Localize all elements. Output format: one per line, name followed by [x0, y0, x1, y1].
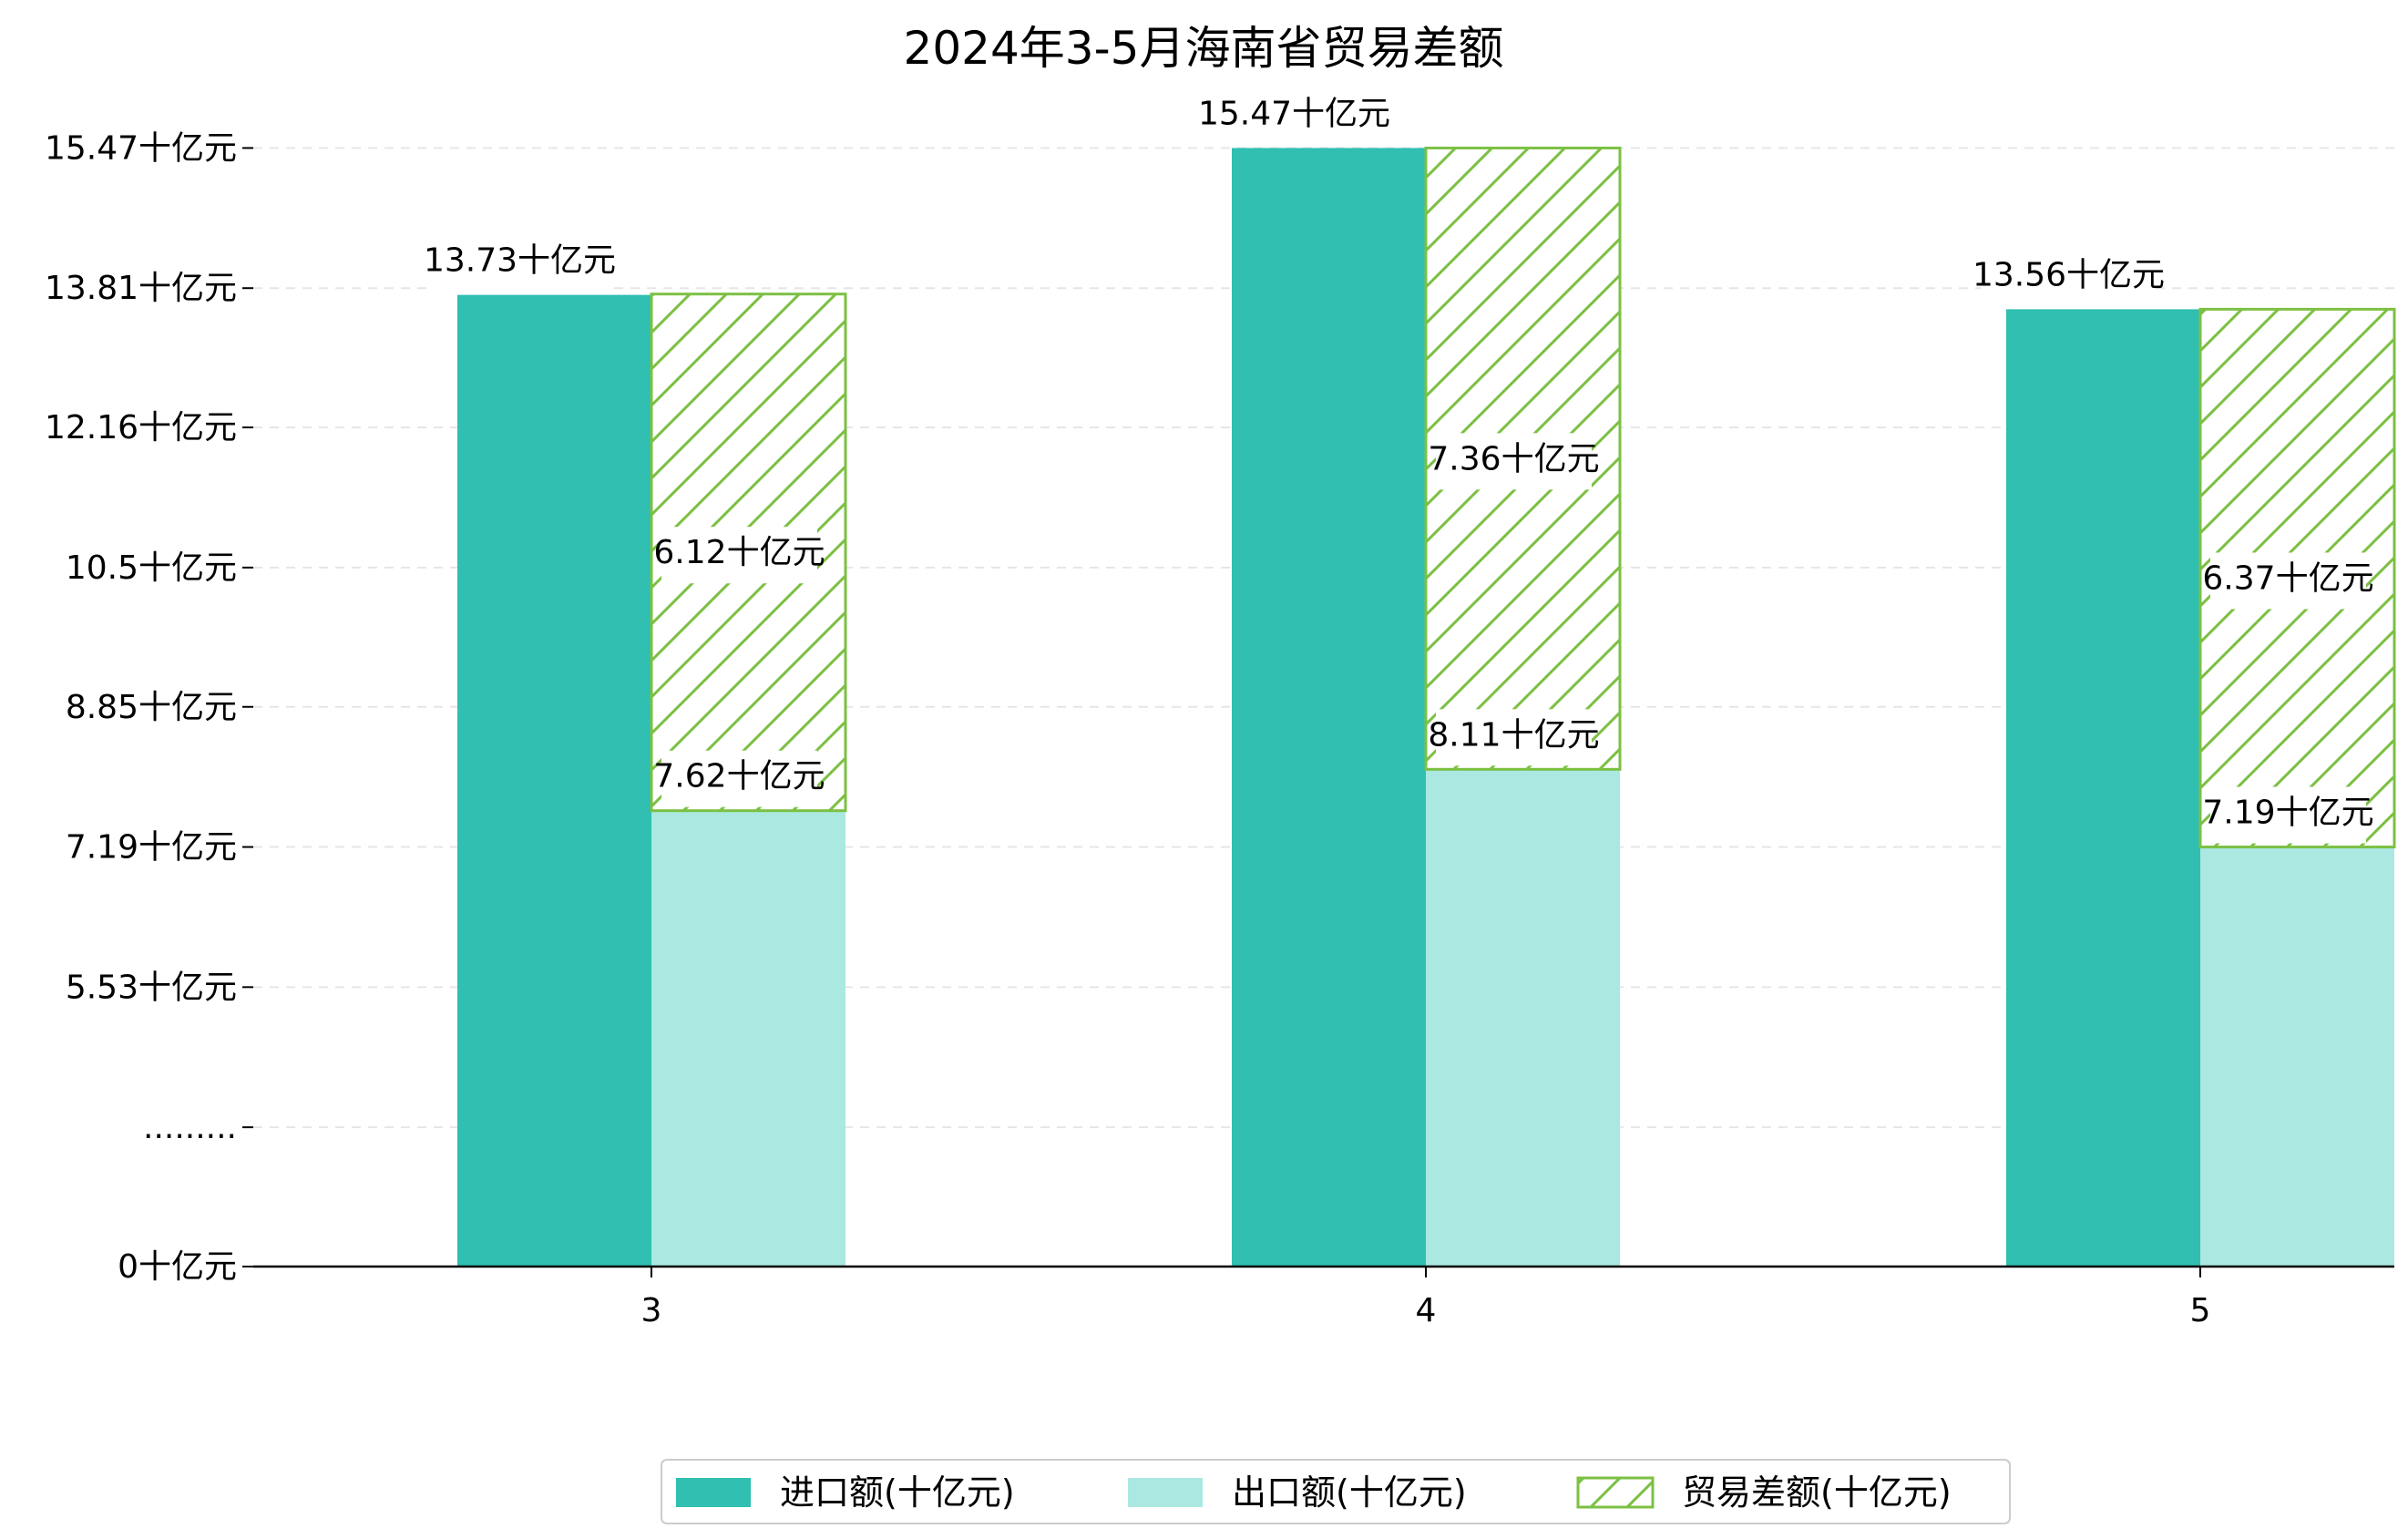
- y-tick-label: 12.16十亿元: [45, 409, 237, 446]
- balance-label: 7.36十亿元: [1428, 433, 1600, 490]
- export-bar: [2200, 846, 2394, 1267]
- data-labels: 13.73十亿元 7.62十亿元 6.12十亿元 15.47十亿元 8.11十亿元 7.3…: [424, 87, 2374, 844]
- balance-label-bg: [2210, 552, 2366, 610]
- import-bar: [457, 294, 651, 1267]
- legend-item: 进口额(十亿元): [676, 1472, 1015, 1513]
- export-label-bg: [661, 750, 817, 807]
- export-label-text: 7.62十亿元: [653, 758, 825, 795]
- x-tick-label: 5: [2190, 1292, 2211, 1329]
- balance-label-bg: [661, 527, 817, 584]
- x-tick-label: 4: [1416, 1292, 1437, 1329]
- import-label: 13.73十亿元: [424, 234, 616, 292]
- export-label-text: 8.11十亿元: [1428, 716, 1599, 754]
- import-label-bg: [432, 234, 608, 292]
- export-label-bg: [2210, 786, 2366, 844]
- legend-box: 进口额(十亿元) 出口额(十亿元) 贸易差额(十亿元): [661, 1459, 2011, 1524]
- import-label-text: 15.47十亿元: [1198, 95, 1390, 132]
- legend: 进口额(十亿元) 出口额(十亿元) 贸易差额(十亿元): [661, 1459, 2011, 1524]
- legend-label: 出口额(十亿元): [1232, 1472, 1467, 1513]
- balance-label-bg: [1436, 433, 1592, 490]
- import-label: 13.56十亿元: [1973, 249, 2165, 306]
- x-tick-label: 3: [641, 1292, 662, 1329]
- legend-label: 贸易差额(十亿元): [1682, 1472, 1952, 1513]
- chart-title: 2024年3-5月海南省贸易差额: [904, 22, 1504, 75]
- import-label-text: 13.73十亿元: [424, 242, 616, 280]
- y-tick-label: 13.81十亿元: [45, 270, 237, 307]
- legend-swatch: [1576, 1476, 1655, 1509]
- balance-label-text: 6.12十亿元: [653, 534, 825, 571]
- export-label: 7.62十亿元: [653, 750, 825, 807]
- y-tick-label: 15.47十亿元: [45, 129, 237, 167]
- import-bar: [2006, 309, 2200, 1267]
- import-bar: [1232, 148, 1426, 1267]
- y-tick-label: 5.53十亿元: [66, 969, 237, 1006]
- import-label-bg: [1981, 249, 2157, 306]
- y-tick-label: 10.5十亿元: [66, 549, 237, 587]
- legend-swatch: [1128, 1478, 1203, 1507]
- legend-swatch: [676, 1478, 751, 1507]
- legend-item: 出口额(十亿元): [1128, 1472, 1467, 1513]
- y-tick-label: .........: [143, 1109, 237, 1146]
- balance-label-text: 7.36十亿元: [1428, 440, 1599, 477]
- import-label: 15.47十亿元: [1198, 87, 1390, 145]
- export-label-text: 7.19十亿元: [2202, 795, 2373, 832]
- balance-label: 6.37十亿元: [2202, 552, 2374, 610]
- axes: 0十亿元......... 5.53十亿元 7.19十亿元 8.85十亿元 10.5十亿…: [45, 129, 2394, 1329]
- balance-label-text: 6.37十亿元: [2202, 559, 2373, 597]
- legend-label: 进口额(十亿元): [780, 1472, 1015, 1513]
- export-label: 8.11十亿元: [1428, 709, 1600, 766]
- y-tick-label: 7.19十亿元: [66, 829, 237, 867]
- import-label-text: 13.56十亿元: [1973, 256, 2165, 293]
- legend-item: 贸易差额(十亿元): [1576, 1472, 1952, 1513]
- export-bar: [1426, 769, 1620, 1267]
- import-label-bg: [1206, 87, 1382, 145]
- bars: [457, 146, 2396, 1267]
- export-label: 7.19十亿元: [2202, 786, 2374, 844]
- export-bar: [651, 810, 845, 1267]
- legend-frame: [661, 1459, 2011, 1524]
- y-tick-label: 8.85十亿元: [66, 689, 237, 726]
- y-tick-label: 0十亿元: [118, 1248, 237, 1286]
- balance-label: 6.12十亿元: [653, 527, 825, 584]
- export-label-bg: [1436, 709, 1592, 766]
